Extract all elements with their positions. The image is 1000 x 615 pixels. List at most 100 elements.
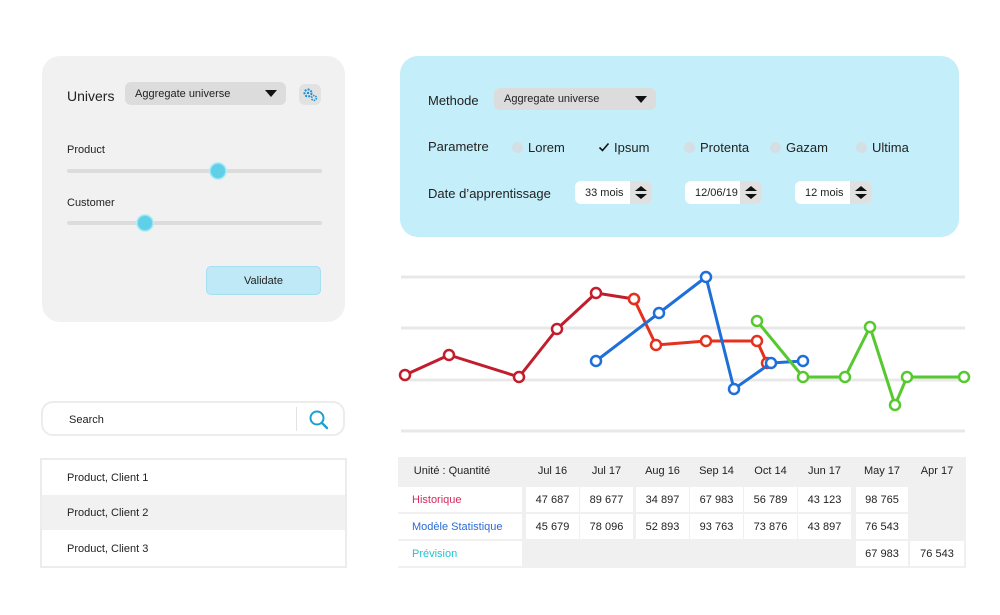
univers-select-value: Aggregate universe bbox=[135, 87, 231, 100]
table-cell: 43 123 bbox=[798, 487, 851, 512]
table-cell: 56 789 bbox=[744, 487, 797, 512]
list-item[interactable]: Product, Client 2 bbox=[42, 495, 345, 530]
table-cell: 34 897 bbox=[636, 487, 689, 512]
chart-grid bbox=[401, 275, 965, 433]
modele-series-point[interactable] bbox=[589, 354, 603, 368]
prevision-series-point[interactable] bbox=[957, 370, 971, 384]
prevision-series-point[interactable] bbox=[888, 398, 902, 412]
spinner-value: 12 mois bbox=[805, 186, 844, 199]
search-divider bbox=[296, 407, 297, 431]
product-slider-thumb[interactable] bbox=[210, 163, 227, 179]
table-cell: 78 096 bbox=[580, 514, 633, 539]
option-label: Protenta bbox=[700, 140, 750, 155]
checkbox[interactable] bbox=[512, 142, 523, 153]
methode-select-value: Aggregate universe bbox=[504, 93, 600, 105]
historique-series-point[interactable] bbox=[442, 348, 456, 362]
historique-tail-series-point[interactable] bbox=[699, 334, 713, 348]
methode-select[interactable]: Aggregate universe bbox=[494, 88, 656, 110]
product-slider-track[interactable] bbox=[67, 169, 322, 173]
table-cell: 47 687 bbox=[526, 487, 579, 512]
checkbox[interactable] bbox=[856, 142, 867, 153]
methode-label: Methode bbox=[428, 93, 479, 108]
spinner-arrows[interactable] bbox=[850, 181, 872, 204]
modele-series-line bbox=[595, 275, 804, 391]
arrow-up-icon[interactable] bbox=[855, 186, 867, 191]
table-row-label: Prévision bbox=[398, 541, 522, 566]
table-cell: 73 876 bbox=[744, 514, 797, 539]
horizon-spinner[interactable]: 12 mois bbox=[795, 181, 872, 204]
modele-series-point[interactable] bbox=[699, 270, 713, 284]
table-cell: 52 893 bbox=[636, 514, 689, 539]
prevision-series-point[interactable] bbox=[750, 314, 764, 328]
historique-tail-series-point[interactable] bbox=[750, 334, 764, 348]
table-column-header: Oct 14 bbox=[754, 465, 787, 477]
univers-label: Univers bbox=[67, 88, 115, 104]
list-item[interactable]: Product, Client 1 bbox=[67, 471, 149, 484]
date-spinner[interactable]: 12/06/19 bbox=[685, 181, 762, 204]
arrow-down-icon[interactable] bbox=[635, 194, 647, 199]
settings-gear-button[interactable] bbox=[299, 84, 321, 105]
table-cell: 93 763 bbox=[690, 514, 743, 539]
parametre-label: Parametre bbox=[428, 139, 489, 154]
table-cell: 89 677 bbox=[580, 487, 633, 512]
historique-series-point[interactable] bbox=[550, 322, 564, 336]
prevision-series-point[interactable] bbox=[838, 370, 852, 384]
checkbox[interactable] bbox=[684, 142, 695, 153]
historique-tail-series-point[interactable] bbox=[627, 292, 641, 306]
product-client-list: Product, Client 1 Product, Client 2 Prod… bbox=[40, 458, 347, 568]
historique-series-point[interactable] bbox=[398, 368, 412, 382]
forecast-chart bbox=[398, 270, 971, 433]
customer-label: Customer bbox=[67, 197, 115, 209]
prevision-series-point[interactable] bbox=[900, 370, 914, 384]
customer-slider-track[interactable] bbox=[67, 221, 322, 225]
table-cell: 76 543 bbox=[910, 541, 964, 566]
gears-icon bbox=[303, 88, 318, 102]
list-item[interactable]: Product, Client 3 bbox=[67, 542, 149, 555]
table-column-header: Jun 17 bbox=[807, 465, 842, 477]
table-unit-header: Unité : Quantité bbox=[413, 465, 491, 477]
table-cell: 67 983 bbox=[856, 541, 908, 566]
prevision-series-point[interactable] bbox=[863, 320, 877, 334]
historique-series-point[interactable] bbox=[512, 370, 526, 384]
spinner-arrows[interactable] bbox=[630, 181, 652, 204]
arrow-up-icon[interactable] bbox=[745, 186, 757, 191]
arrow-up-icon[interactable] bbox=[635, 186, 647, 191]
modele-series-point[interactable] bbox=[727, 382, 741, 396]
table-column-header: Jul 17 bbox=[591, 465, 622, 477]
historique-tail-series-point[interactable] bbox=[649, 338, 663, 352]
univers-select[interactable]: Aggregate universe bbox=[125, 82, 286, 105]
search-input[interactable] bbox=[67, 410, 291, 430]
duration-spinner[interactable]: 33 mois bbox=[575, 181, 652, 204]
chevron-down-icon bbox=[635, 96, 647, 103]
historique-series-point[interactable] bbox=[589, 286, 603, 300]
table-column-header: Jul 16 bbox=[537, 465, 568, 477]
table-cell: 67 983 bbox=[690, 487, 743, 512]
chevron-down-icon bbox=[265, 90, 277, 97]
historique-tail-series-line bbox=[632, 298, 769, 364]
spinner-value: 33 mois bbox=[585, 186, 624, 199]
modele-series-point[interactable] bbox=[764, 356, 778, 370]
arrow-down-icon[interactable] bbox=[745, 194, 757, 199]
arrow-down-icon[interactable] bbox=[855, 194, 867, 199]
table-column-header: May 17 bbox=[863, 465, 901, 477]
table-column-header: Aug 16 bbox=[645, 465, 680, 477]
spinner-arrows[interactable] bbox=[740, 181, 762, 204]
modele-series-point[interactable] bbox=[796, 354, 810, 368]
option-label: Lorem bbox=[528, 140, 565, 155]
option-label: Ipsum bbox=[614, 140, 650, 155]
date-apprentissage-label: Date d’apprentissage bbox=[428, 186, 551, 201]
search-icon[interactable] bbox=[308, 409, 330, 431]
modele-series-point[interactable] bbox=[652, 306, 666, 320]
table-row-label: Modèle Statistique bbox=[398, 514, 522, 539]
parameters-panel: Methode Aggregate universe Parametre Lor… bbox=[400, 56, 959, 237]
table-cell: 45 679 bbox=[526, 514, 579, 539]
checkmark-icon[interactable] bbox=[598, 141, 610, 153]
spinner-value: 12/06/19 bbox=[695, 186, 738, 199]
prevision-series-point[interactable] bbox=[796, 370, 810, 384]
historique-series-line bbox=[404, 291, 635, 379]
customer-slider-thumb[interactable] bbox=[136, 215, 153, 231]
validate-button[interactable]: Validate bbox=[206, 266, 321, 295]
checkbox[interactable] bbox=[770, 142, 781, 153]
settings-panel: Univers Aggregate universe Product Custo… bbox=[42, 56, 345, 322]
table-cell: 43 897 bbox=[798, 514, 851, 539]
